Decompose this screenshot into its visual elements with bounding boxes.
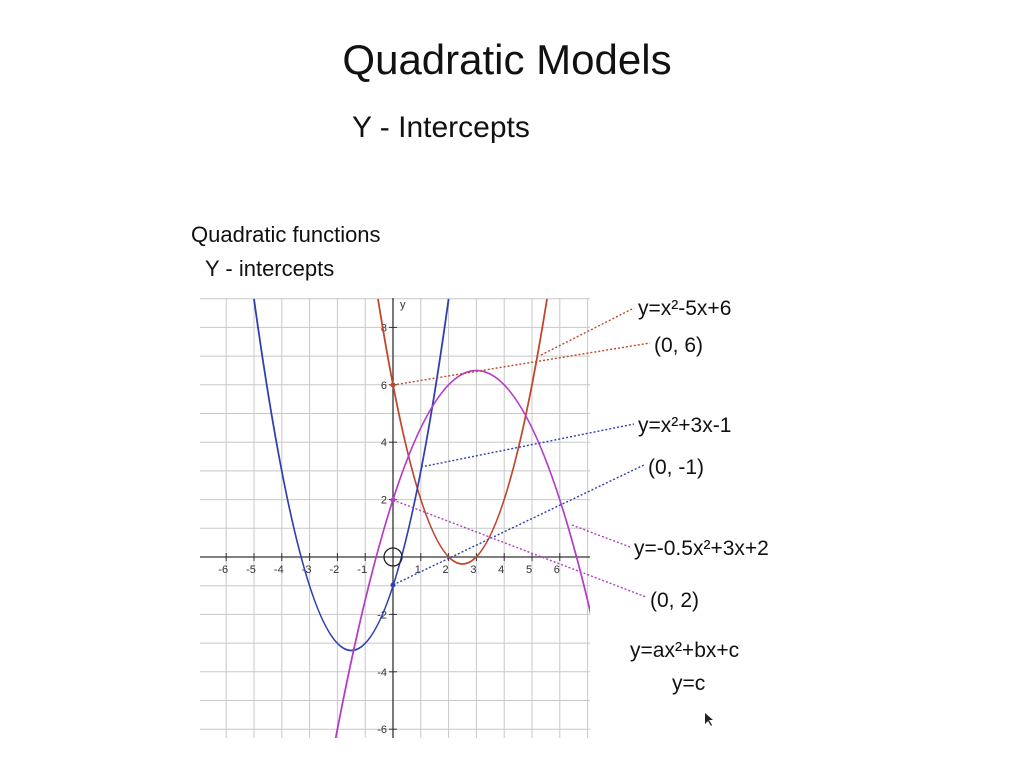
x-tick-label: 3 (470, 564, 476, 576)
curve-red (377, 298, 548, 565)
cursor (705, 713, 713, 726)
x-tick-label: 1 (415, 564, 421, 576)
y-axis-label: y (400, 299, 406, 311)
y-tick-label: -6 (377, 724, 387, 736)
x-tick-label: 6 (554, 564, 560, 576)
curve-magenta (334, 369, 590, 738)
y-tick-label: -4 (377, 667, 387, 679)
y-tick-label: 4 (381, 437, 387, 449)
intercept-label: (0, 2) (650, 589, 699, 612)
curve-blue (253, 298, 450, 652)
x-tick-label: -5 (246, 564, 256, 576)
intercept-point (390, 382, 396, 388)
intercept-point (390, 582, 396, 588)
pointer (392, 499, 647, 598)
pointer (392, 342, 651, 386)
x-tick-label: 4 (498, 564, 504, 576)
equation-label: y=x²-5x+6 (638, 297, 731, 320)
x-tick-label: -4 (274, 564, 284, 576)
equation-label: y=x²+3x-1 (638, 414, 731, 437)
x-tick-label: -3 (302, 564, 312, 576)
equation-label: y=-0.5x²+3x+2 (634, 537, 769, 560)
x-tick-label: 5 (526, 564, 532, 576)
panel (180, 210, 875, 745)
slide-title: Quadratic Models (342, 36, 671, 83)
x-tick-label: 2 (443, 564, 449, 576)
panel-title: Quadratic functions (191, 222, 381, 247)
pointer (540, 307, 635, 356)
origin-circle (383, 547, 403, 567)
intercept-point (390, 497, 396, 503)
x-tick-label: -1 (357, 564, 367, 576)
general-form: y=ax²+bx+c (630, 639, 739, 662)
panel-subtitle: Y - intercepts (205, 256, 334, 281)
pointer (420, 423, 635, 468)
y-tick-label: 8 (381, 322, 387, 334)
x-tick-label: -6 (218, 564, 228, 576)
general-form: y=c (672, 672, 705, 695)
intercept-label: (0, -1) (648, 456, 704, 479)
y-tick-label: 2 (381, 495, 387, 507)
y-tick-label: 6 (381, 380, 387, 392)
slide-subtitle: Y - Intercepts (352, 111, 530, 144)
x-tick-label: -2 (330, 564, 340, 576)
intercept-label: (0, 6) (654, 334, 703, 357)
